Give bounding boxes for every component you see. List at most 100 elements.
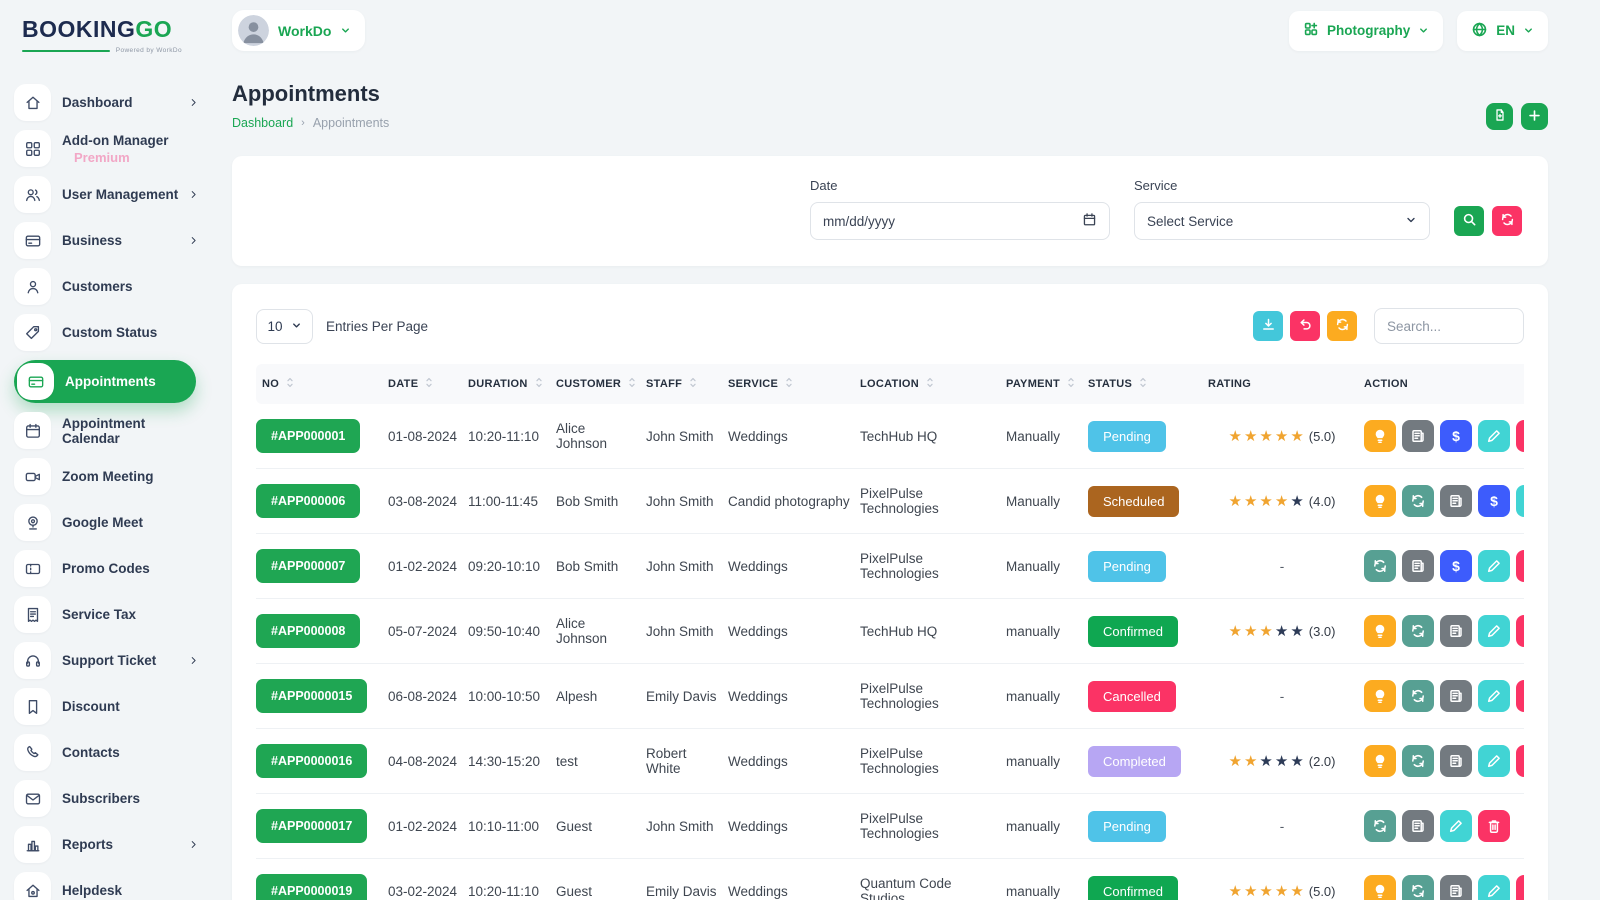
sidebar-item-support-ticket[interactable]: Support Ticket <box>14 642 212 679</box>
edit-action-button[interactable] <box>1478 875 1510 900</box>
service-filter-select[interactable]: Select Service <box>1134 202 1430 240</box>
brand-logo[interactable]: BOOKINGGO Powered by WorkDo <box>22 16 182 54</box>
undo-button[interactable] <box>1290 311 1320 341</box>
sidebar-item-label: Appointment Calendar <box>62 415 146 446</box>
add-appointment-button[interactable] <box>1521 103 1548 130</box>
column-header-service[interactable]: SERVICE <box>728 364 860 404</box>
sidebar-item-custom-status[interactable]: Custom Status <box>14 314 212 351</box>
workspace-switcher[interactable]: WorkDo <box>232 10 366 51</box>
payment-action-button[interactable]: $ <box>1440 550 1472 582</box>
sidebar-item-contacts[interactable]: Contacts <box>14 734 212 771</box>
sidebar-item-user-management[interactable]: User Management <box>14 176 212 213</box>
sidebar-item-appointment-calendar[interactable]: Appointment Calendar <box>14 412 212 449</box>
sidebar-item-promo-codes[interactable]: Promo Codes <box>14 550 212 587</box>
edit-action-button[interactable] <box>1478 420 1510 452</box>
sidebar-item-business[interactable]: Business <box>14 222 212 259</box>
appointment-id-pill[interactable]: #APP0000019 <box>256 874 368 900</box>
star-icon: ★ <box>1290 492 1306 510</box>
table-row: #APP000001 01-08-2024 10:20-11:10 Alice Joh… <box>256 404 1524 469</box>
payment-action-button[interactable]: $ <box>1440 420 1472 452</box>
bulb-action-button[interactable] <box>1364 680 1396 712</box>
edit-action-button[interactable] <box>1478 680 1510 712</box>
column-header-no[interactable]: NO <box>256 364 388 404</box>
invoice-action-button[interactable] <box>1440 680 1472 712</box>
appointment-id-pill[interactable]: #APP000008 <box>256 614 361 648</box>
delete-action-button[interactable] <box>1516 875 1524 900</box>
delete-action-button[interactable] <box>1516 420 1524 452</box>
sidebar-item-service-tax[interactable]: Service Tax <box>14 596 212 633</box>
download-button[interactable] <box>1253 311 1283 341</box>
sidebar-item-reports[interactable]: Reports <box>14 826 212 863</box>
filter-search-button[interactable] <box>1454 206 1484 236</box>
appointment-id-pill[interactable]: #APP0000015 <box>256 679 368 713</box>
home-icon <box>14 84 51 121</box>
sidebar-item-zoom-meeting[interactable]: Zoom Meeting <box>14 458 212 495</box>
sidebar-item-discount[interactable]: Discount <box>14 688 212 725</box>
refresh-button[interactable] <box>1327 311 1357 341</box>
invoice-action-button[interactable] <box>1402 810 1434 842</box>
table-row: #APP000007 01-02-2024 09:20-10:10 Bob Smith… <box>256 533 1524 599</box>
delete-action-button[interactable] <box>1516 615 1524 647</box>
sidebar-item-add-on-manager[interactable]: Add-on Manager Premium <box>14 130 212 167</box>
column-header-action: ACTION <box>1364 364 1524 404</box>
refresh-action-button[interactable] <box>1402 875 1434 900</box>
entries-per-page-select[interactable]: 10 <box>256 308 313 344</box>
delete-action-button[interactable] <box>1516 680 1524 712</box>
column-header-duration[interactable]: DURATION <box>468 364 556 404</box>
bulb-action-button[interactable] <box>1364 420 1396 452</box>
date-filter-input[interactable]: mm/dd/yyyy <box>810 202 1110 240</box>
breadcrumb-dashboard-link[interactable]: Dashboard <box>232 116 294 130</box>
sidebar-item-google-meet[interactable]: Google Meet <box>14 504 212 541</box>
appointment-id-pill[interactable]: #APP000001 <box>256 419 361 453</box>
invoice-action-button[interactable] <box>1440 485 1472 517</box>
export-file-button[interactable] <box>1486 103 1513 130</box>
language-switcher-button[interactable]: EN <box>1457 10 1548 51</box>
payment-action-button[interactable]: $ <box>1478 485 1510 517</box>
search-input[interactable] <box>1374 308 1524 344</box>
edit-action-button[interactable] <box>1478 615 1510 647</box>
edit-action-button[interactable] <box>1440 810 1472 842</box>
filter-reset-button[interactable] <box>1492 206 1522 236</box>
delete-action-button[interactable] <box>1516 745 1524 777</box>
bulb-action-button[interactable] <box>1364 875 1396 900</box>
column-header-payment[interactable]: PAYMENT <box>1006 364 1088 404</box>
appointment-id-pill[interactable]: #APP000007 <box>256 549 361 583</box>
delete-action-button[interactable] <box>1516 550 1524 582</box>
star-icon: ★ <box>1290 882 1306 900</box>
sidebar-item-subscribers[interactable]: Subscribers <box>14 780 212 817</box>
refresh-action-button[interactable] <box>1402 485 1434 517</box>
sidebar-item-customers[interactable]: Customers <box>14 268 212 305</box>
edit-action-button[interactable] <box>1478 550 1510 582</box>
refresh-action-button[interactable] <box>1402 745 1434 777</box>
refresh-action-button[interactable] <box>1364 810 1396 842</box>
delete-action-button[interactable] <box>1478 810 1510 842</box>
edit-action-button[interactable] <box>1516 485 1524 517</box>
appointment-id-pill[interactable]: #APP000006 <box>256 484 361 518</box>
refresh-action-button[interactable] <box>1364 550 1396 582</box>
sidebar-item-dashboard[interactable]: Dashboard <box>14 84 212 121</box>
column-header-location[interactable]: LOCATION <box>860 364 1006 404</box>
appointment-id-pill[interactable]: #APP0000016 <box>256 744 368 778</box>
refresh-action-button[interactable] <box>1402 680 1434 712</box>
invoice-action-button[interactable] <box>1440 615 1472 647</box>
sidebar-item-appointments[interactable]: Appointments <box>14 360 196 403</box>
bulb-action-button[interactable] <box>1364 745 1396 777</box>
column-header-status[interactable]: STATUS <box>1088 364 1208 404</box>
column-header-date[interactable]: DATE <box>388 364 468 404</box>
column-header-customer[interactable]: CUSTOMER <box>556 364 646 404</box>
invoice-action-button[interactable] <box>1402 420 1434 452</box>
refresh-action-button[interactable] <box>1402 615 1434 647</box>
invoice-action-button[interactable] <box>1440 875 1472 900</box>
edit-action-button[interactable] <box>1478 745 1510 777</box>
invoice-action-button[interactable] <box>1402 550 1434 582</box>
bulb-action-button[interactable] <box>1364 485 1396 517</box>
pencil-icon <box>1486 883 1502 899</box>
sidebar-item-helpdesk[interactable]: Helpdesk <box>14 872 212 900</box>
column-header-staff[interactable]: STAFF <box>646 364 728 404</box>
invoice-action-button[interactable] <box>1440 745 1472 777</box>
bulb-action-button[interactable] <box>1364 615 1396 647</box>
cell-service: Weddings <box>728 663 860 729</box>
cell-actions <box>1364 598 1524 664</box>
module-switcher-button[interactable]: Photography <box>1288 10 1444 51</box>
appointment-id-pill[interactable]: #APP0000017 <box>256 809 368 843</box>
